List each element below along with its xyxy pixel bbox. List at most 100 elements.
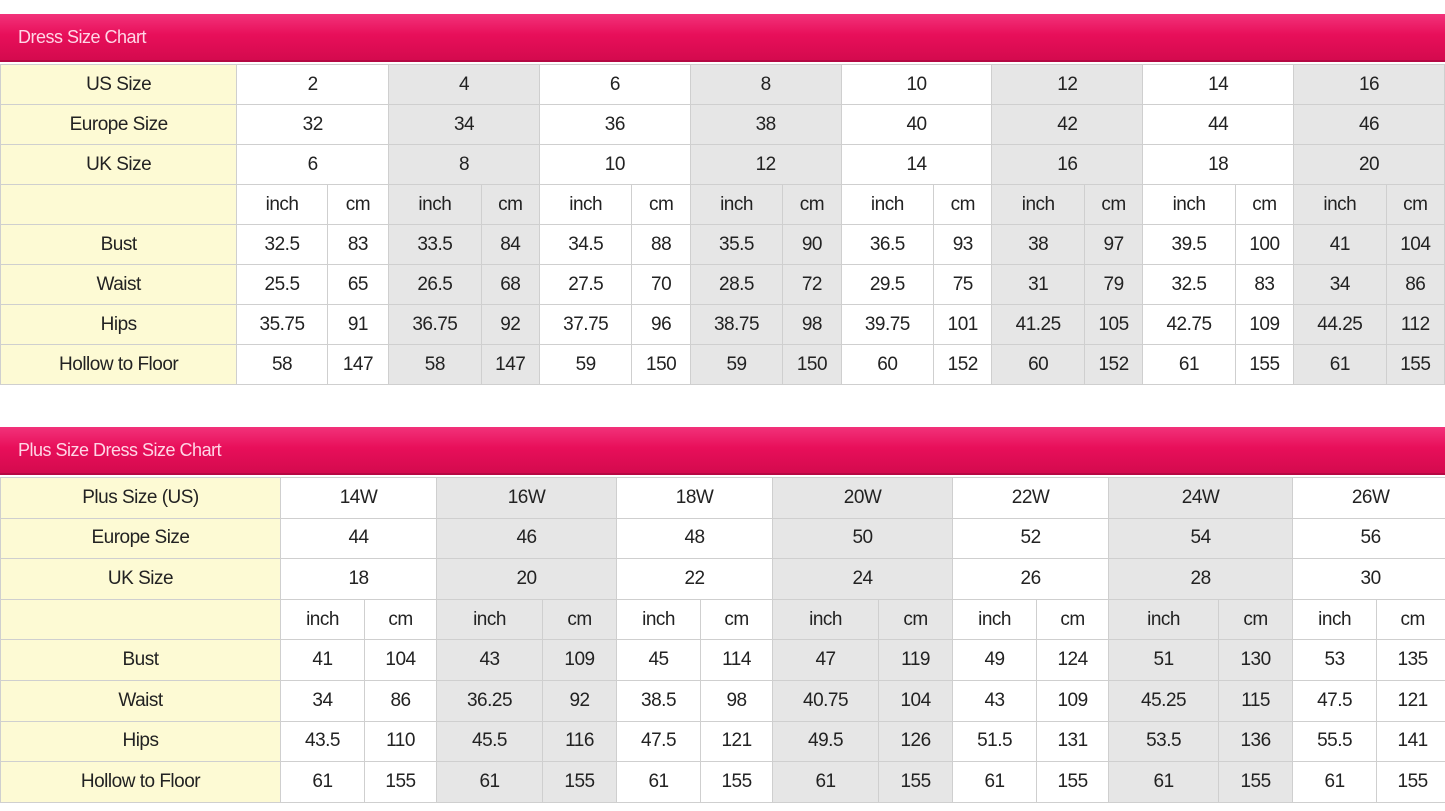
inch-value-cell: 28.5 (689, 264, 784, 305)
inch-value-cell: 29.5 (840, 264, 935, 305)
cm-value-cell: 83 (326, 224, 390, 265)
inch-value-cell: 61 (772, 761, 880, 803)
inch-value-cell: 61 (436, 761, 544, 803)
cm-value-cell: 152 (933, 344, 993, 385)
cm-value-cell: 109 (542, 639, 618, 681)
size-row: UK Size 18 20 22 24 26 28 30 (0, 558, 1445, 600)
measurement-row: Hips 43.5 110 45.5 116 47.5 121 49.5 126 51.5 131 5… (0, 720, 1445, 763)
unit-inch-cell: inch (236, 184, 328, 225)
size-cell: 20 (1293, 144, 1445, 185)
unit-inch-cell: inch (991, 184, 1085, 225)
unit-inch-cell: inch (689, 184, 784, 225)
size-cell: 18 (279, 558, 438, 600)
unit-inch-cell: inch (436, 598, 544, 641)
inch-value-cell: 59 (689, 344, 784, 385)
cm-value-cell: 105 (1083, 304, 1144, 345)
size-cell: 8 (388, 144, 540, 185)
unit-cm-cell: cm (1376, 598, 1445, 641)
size-cell: 2 (236, 64, 390, 105)
inch-value-cell: 36.75 (388, 304, 482, 345)
inch-value-cell: 61 (1142, 344, 1236, 385)
size-cell: 20 (436, 558, 618, 600)
cm-value-cell: 124 (1036, 639, 1110, 681)
inch-value-cell: 47.5 (1292, 679, 1378, 722)
cm-value-cell: 155 (700, 761, 774, 803)
cm-value-cell: 155 (1218, 761, 1294, 803)
cm-value-cell: 121 (1376, 679, 1445, 722)
cm-value-cell: 150 (631, 344, 691, 385)
cm-value-cell: 92 (542, 679, 618, 722)
size-cell: 30 (1292, 558, 1445, 600)
cm-value-cell: 147 (480, 344, 540, 385)
cm-value-cell: 114 (700, 639, 774, 681)
row-label: Plus Size (US) (0, 477, 281, 519)
cm-value-cell: 98 (782, 304, 842, 345)
plus-size-dress-size-chart: Plus Size Dress Size Chart Plus Size (US… (0, 427, 1445, 803)
inch-value-cell: 60 (991, 344, 1085, 385)
unit-inch-cell: inch (1108, 598, 1220, 641)
inch-value-cell: 38 (991, 224, 1085, 265)
inch-value-cell: 61 (1108, 761, 1220, 803)
measurement-row: Bust 41 104 43 109 45 114 47 119 49 124 51 130 53 135 (0, 639, 1445, 681)
cm-value-cell: 86 (1385, 264, 1445, 305)
row-label: Bust (0, 639, 281, 681)
plus-size-table: Plus Size (US) 14W 16W 18W 20W 22W 24W 26W Europ… (0, 477, 1445, 803)
size-cell: 54 (1108, 517, 1294, 560)
cm-value-cell: 98 (700, 679, 774, 722)
inch-value-cell: 26.5 (388, 264, 482, 305)
inch-value-cell: 49 (952, 639, 1038, 681)
size-cell: 18W (616, 477, 774, 519)
inch-value-cell: 35.75 (236, 304, 328, 345)
inch-value-cell: 41 (280, 639, 365, 681)
size-cell: 16 (1293, 64, 1445, 105)
size-cell: 22 (616, 558, 774, 600)
unit-inch-cell: inch (1142, 184, 1236, 225)
cm-value-cell: 131 (1036, 720, 1110, 763)
cm-value-cell: 136 (1218, 720, 1294, 763)
size-row: US Size 2 4 6 8 10 12 14 16 (0, 64, 1445, 105)
size-row: Europe Size 32 34 36 38 40 42 44 46 (0, 104, 1445, 145)
size-cell: 24W (1108, 477, 1294, 519)
inch-value-cell: 61 (952, 761, 1038, 803)
inch-value-cell: 42.75 (1142, 304, 1236, 345)
cm-value-cell: 155 (1036, 761, 1110, 803)
size-cell: 38 (689, 104, 842, 145)
inch-value-cell: 58 (388, 344, 482, 385)
unit-row: inch cm inch cm inch cm inch cm inch cm inch cm inch… (0, 598, 1445, 641)
size-cell: 52 (952, 517, 1110, 560)
row-label: Hollow to Floor (0, 761, 281, 803)
size-cell: 18 (1142, 144, 1295, 185)
inch-value-cell: 58 (236, 344, 328, 385)
cm-value-cell: 110 (363, 720, 438, 763)
cm-value-cell: 84 (480, 224, 540, 265)
row-label: Hollow to Floor (0, 344, 238, 385)
size-cell: 44 (279, 517, 438, 560)
cm-value-cell: 155 (1385, 344, 1445, 385)
inch-value-cell: 51 (1108, 639, 1220, 681)
cm-value-cell: 86 (363, 679, 438, 722)
row-label: Waist (0, 264, 238, 305)
cm-value-cell: 90 (782, 224, 842, 265)
size-row: Plus Size (US) 14W 16W 18W 20W 22W 24W 26W (0, 477, 1445, 519)
cm-value-cell: 150 (782, 344, 842, 385)
size-cell: 20W (772, 477, 954, 519)
inch-value-cell: 36.25 (436, 679, 544, 722)
size-cell: 16W (436, 477, 618, 519)
size-cell: 14W (279, 477, 438, 519)
inch-value-cell: 41.25 (991, 304, 1085, 345)
unit-inch-cell: inch (772, 598, 880, 641)
inch-value-cell: 45.5 (436, 720, 544, 763)
size-cell: 46 (1293, 104, 1445, 145)
inch-value-cell: 60 (840, 344, 935, 385)
inch-value-cell: 32.5 (1142, 264, 1236, 305)
row-label: Hips (0, 720, 281, 763)
size-cell: 56 (1292, 517, 1445, 560)
unit-cm-cell: cm (1218, 598, 1294, 641)
cm-value-cell: 109 (1234, 304, 1295, 345)
row-label: UK Size (0, 144, 238, 185)
unit-cm-cell: cm (326, 184, 390, 225)
inch-value-cell: 34.5 (538, 224, 633, 265)
size-cell: 42 (991, 104, 1144, 145)
cm-value-cell: 88 (631, 224, 691, 265)
inch-value-cell: 47 (772, 639, 880, 681)
